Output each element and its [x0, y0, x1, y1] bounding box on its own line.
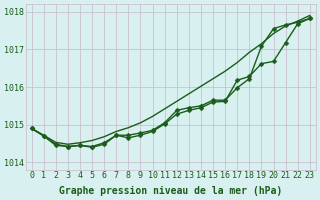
X-axis label: Graphe pression niveau de la mer (hPa): Graphe pression niveau de la mer (hPa)	[59, 186, 282, 196]
